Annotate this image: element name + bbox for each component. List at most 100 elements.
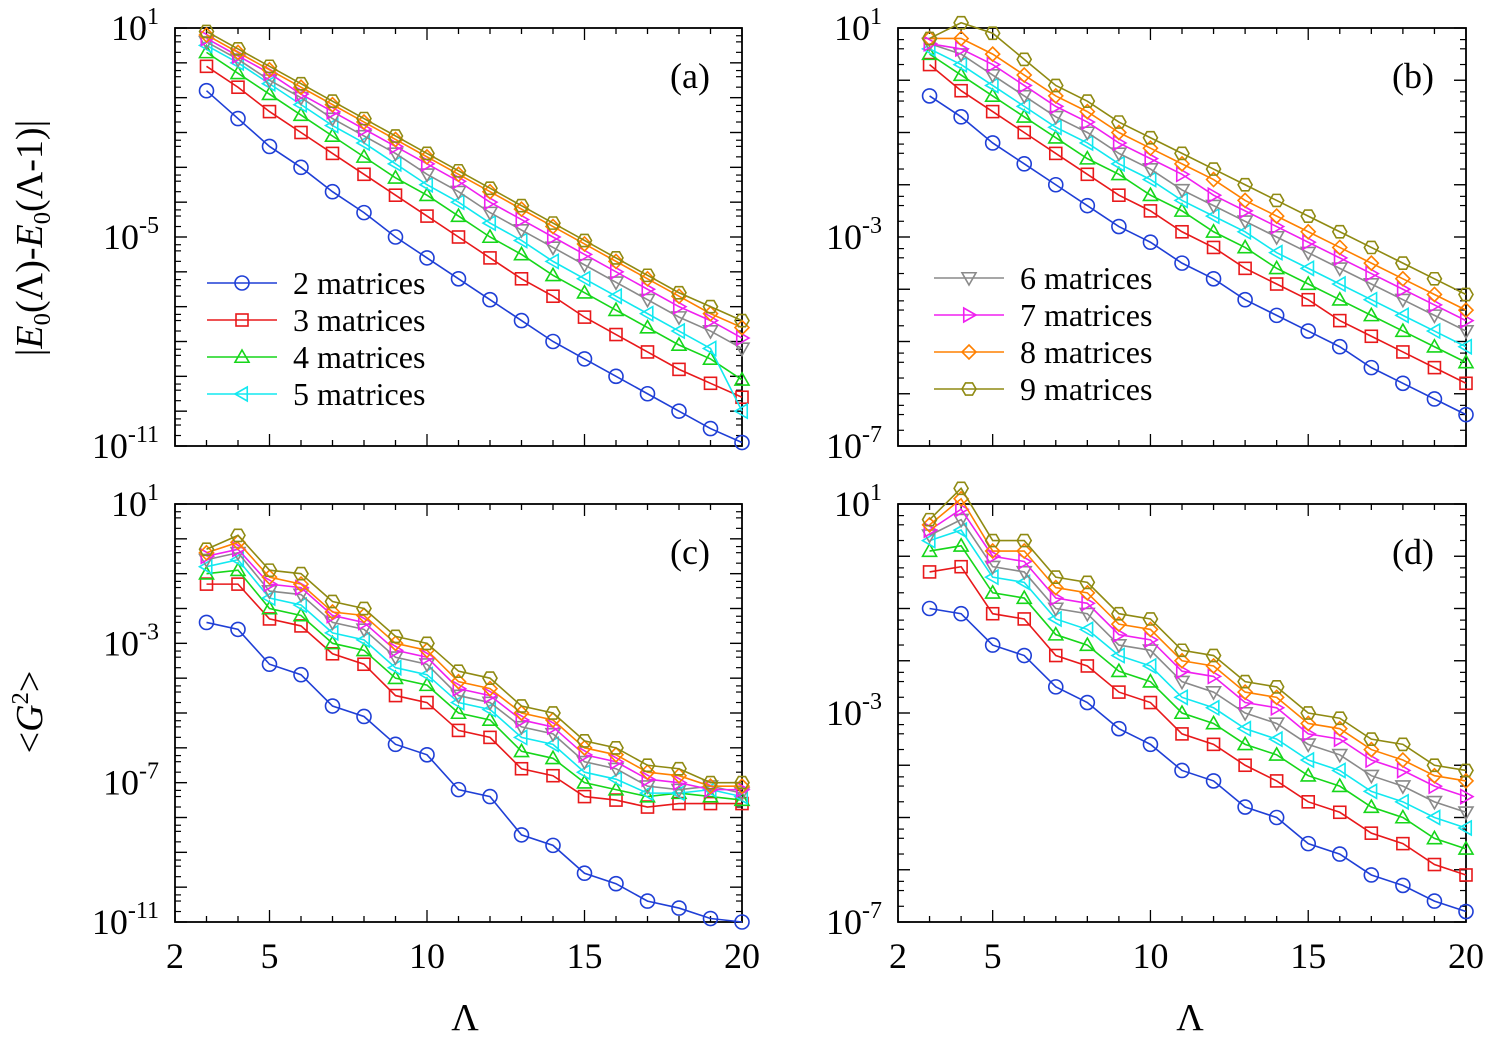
x-tick-label: 10 bbox=[1132, 936, 1168, 976]
data-point bbox=[1268, 689, 1285, 706]
data-point bbox=[1363, 359, 1380, 376]
data-point bbox=[1205, 686, 1222, 701]
data-point bbox=[324, 603, 341, 621]
data-point bbox=[1394, 780, 1412, 795]
data-point bbox=[1015, 108, 1033, 123]
data-point bbox=[952, 30, 970, 47]
y-tick-label: 10-11 bbox=[92, 422, 159, 466]
data-point bbox=[1426, 893, 1443, 909]
data-point bbox=[1457, 840, 1475, 855]
data-point bbox=[1426, 286, 1443, 303]
data-point bbox=[1299, 246, 1317, 262]
data-point bbox=[481, 701, 497, 718]
data-point bbox=[1300, 835, 1317, 852]
data-point bbox=[702, 420, 719, 437]
data-point bbox=[609, 753, 625, 771]
data-point bbox=[1173, 675, 1191, 691]
data-point bbox=[575, 270, 591, 288]
data-point bbox=[639, 293, 656, 309]
data-point bbox=[608, 368, 624, 385]
data-point bbox=[292, 91, 310, 107]
data-point bbox=[734, 914, 750, 930]
y-tick-label: 10-11 bbox=[92, 898, 159, 942]
data-point bbox=[481, 680, 499, 697]
data-point bbox=[1174, 762, 1190, 779]
data-point bbox=[324, 127, 341, 143]
data-point bbox=[1459, 788, 1475, 805]
series-line bbox=[206, 41, 743, 350]
data-point bbox=[1204, 699, 1220, 717]
data-point bbox=[1237, 291, 1253, 308]
data-point bbox=[1080, 659, 1095, 673]
y-tick-label: 101 bbox=[834, 4, 882, 48]
data-point bbox=[1205, 199, 1222, 215]
data-point bbox=[640, 345, 655, 359]
series-2-matrices bbox=[921, 600, 1474, 920]
data-point bbox=[419, 250, 435, 266]
legend-label: 9 matrices bbox=[1020, 371, 1152, 407]
panel-label: (b) bbox=[1392, 56, 1434, 96]
data-point bbox=[262, 104, 277, 119]
series-9-matrices bbox=[198, 528, 750, 790]
data-point bbox=[294, 125, 308, 140]
data-point bbox=[1205, 171, 1222, 188]
data-point bbox=[1174, 255, 1190, 271]
series-8-matrices bbox=[198, 534, 751, 795]
data-point bbox=[292, 79, 310, 96]
data-point bbox=[1331, 291, 1349, 306]
data-point bbox=[198, 26, 215, 44]
data-point bbox=[324, 616, 341, 632]
data-point bbox=[293, 566, 309, 581]
data-point bbox=[953, 605, 969, 622]
data-point bbox=[355, 641, 373, 657]
data-point bbox=[1268, 230, 1286, 246]
data-point bbox=[576, 233, 593, 248]
data-point bbox=[1016, 156, 1033, 172]
data-point bbox=[577, 789, 592, 804]
data-point bbox=[292, 606, 310, 622]
data-point bbox=[1457, 819, 1473, 837]
data-point bbox=[420, 155, 436, 173]
data-point bbox=[921, 31, 938, 46]
data-point bbox=[418, 676, 436, 692]
data-point bbox=[481, 711, 499, 727]
data-point bbox=[1363, 867, 1380, 883]
data-point bbox=[1300, 209, 1317, 223]
data-point bbox=[355, 623, 373, 639]
data-point bbox=[388, 688, 403, 703]
data-point bbox=[921, 600, 938, 617]
data-point bbox=[230, 110, 246, 127]
data-point bbox=[985, 104, 1000, 119]
data-point bbox=[293, 159, 309, 176]
data-point bbox=[1078, 126, 1096, 142]
legend-label: 6 matrices bbox=[1020, 260, 1152, 296]
data-point bbox=[984, 542, 1001, 560]
data-point bbox=[1426, 309, 1443, 324]
data-point bbox=[1459, 868, 1473, 882]
x-axis-label-right: Λ bbox=[1176, 997, 1204, 1038]
data-point bbox=[1427, 857, 1442, 872]
data-point bbox=[1015, 89, 1033, 105]
data-point bbox=[1173, 688, 1189, 706]
data-point bbox=[638, 305, 654, 323]
series-5-matrices bbox=[197, 551, 749, 805]
data-point bbox=[576, 351, 593, 367]
data-point bbox=[578, 746, 594, 764]
data-point bbox=[1017, 125, 1032, 140]
data-point bbox=[1394, 737, 1411, 752]
data-point bbox=[263, 575, 279, 593]
data-point bbox=[294, 85, 310, 103]
data-point bbox=[984, 560, 1002, 576]
x-tick-label: 15 bbox=[1290, 936, 1326, 976]
data-point bbox=[1332, 805, 1347, 820]
data-point bbox=[1078, 621, 1094, 638]
data-point bbox=[324, 594, 341, 609]
data-point bbox=[952, 537, 970, 552]
data-point bbox=[1173, 202, 1191, 217]
data-point bbox=[1205, 657, 1222, 675]
data-point bbox=[1331, 239, 1348, 256]
data-point bbox=[544, 241, 562, 257]
data-point bbox=[1331, 777, 1349, 793]
data-point bbox=[1394, 256, 1411, 270]
